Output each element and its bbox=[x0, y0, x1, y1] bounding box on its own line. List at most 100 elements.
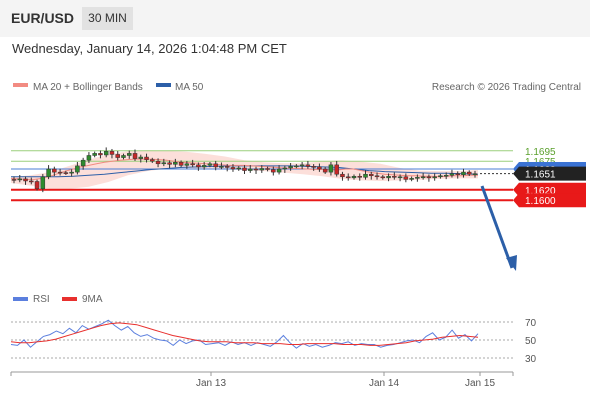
x-tick-label-2: Jan 15 bbox=[465, 378, 495, 389]
candle-body-37 bbox=[219, 166, 224, 168]
candle-body-62 bbox=[363, 173, 368, 178]
candle-body-18 bbox=[109, 151, 115, 155]
candle-body-6 bbox=[40, 176, 46, 190]
timeframe-button[interactable]: 30 MIN bbox=[82, 7, 133, 30]
level-tag-5 bbox=[513, 193, 586, 208]
rsi-legend-label: RSI bbox=[33, 294, 50, 305]
candle-body-4 bbox=[29, 180, 34, 183]
candle-body-75 bbox=[438, 175, 443, 178]
x-tick-label-1: Jan 14 bbox=[369, 378, 399, 389]
candle-body-45 bbox=[265, 168, 270, 170]
candle-body-38 bbox=[224, 166, 230, 168]
candle-body-77 bbox=[449, 173, 455, 176]
candle-body-19 bbox=[115, 154, 120, 158]
candle-body-80 bbox=[466, 171, 472, 175]
datetime-label: Wednesday, January 14, 2026 1:04:48 PM C… bbox=[12, 41, 287, 56]
candle-body-25 bbox=[150, 159, 155, 162]
candle-body-34 bbox=[201, 165, 207, 168]
symbol-label: EUR/USD bbox=[11, 10, 75, 26]
candle-body-10 bbox=[63, 172, 69, 174]
level-tag-3 bbox=[513, 166, 586, 181]
candle-body-71 bbox=[415, 177, 420, 179]
candle-body-11 bbox=[69, 171, 74, 174]
forecast-arrow-line bbox=[480, 185, 514, 269]
rsi-tick-50: 50 bbox=[525, 336, 537, 347]
candle-body-12 bbox=[75, 165, 80, 173]
candle-body-40 bbox=[236, 167, 241, 170]
candle-body-41 bbox=[242, 167, 247, 171]
candle-body-78 bbox=[455, 173, 460, 175]
candle-body-13 bbox=[80, 159, 86, 167]
ma9-legend-label: 9MA bbox=[82, 294, 103, 305]
candle-body-9 bbox=[57, 171, 63, 174]
candle-body-29 bbox=[173, 161, 178, 165]
candle-body-49 bbox=[288, 166, 293, 169]
credit-label: Research © 2026 Trading Central bbox=[432, 82, 581, 93]
rsi-tick-70: 70 bbox=[525, 318, 537, 329]
candle-body-2 bbox=[17, 178, 23, 181]
candle-body-68 bbox=[397, 176, 403, 179]
candle-body-53 bbox=[311, 166, 316, 168]
candle-body-42 bbox=[248, 168, 253, 171]
candle-body-26 bbox=[155, 160, 161, 165]
ma50-legend-label: MA 50 bbox=[175, 82, 204, 93]
candle-body-48 bbox=[282, 167, 288, 170]
candle-body-3 bbox=[23, 178, 28, 182]
candle-body-35 bbox=[207, 163, 213, 166]
candle-body-44 bbox=[259, 168, 265, 171]
candle-body-64 bbox=[374, 175, 380, 178]
candle-body-7 bbox=[46, 168, 51, 178]
candle-body-70 bbox=[409, 178, 414, 180]
candle-body-79 bbox=[461, 171, 466, 175]
level-label-0: 1.1695 bbox=[525, 147, 556, 158]
candle-body-58 bbox=[340, 173, 345, 178]
candle-body-61 bbox=[357, 176, 362, 178]
candle-body-67 bbox=[392, 176, 397, 178]
x-tick-label-0: Jan 13 bbox=[196, 378, 226, 389]
candle-body-47 bbox=[276, 168, 282, 173]
rsi-tick-30: 30 bbox=[525, 354, 537, 365]
rsi-panel: 70 50 30 bbox=[10, 318, 537, 365]
candle-body-39 bbox=[230, 167, 236, 170]
candle-body-24 bbox=[144, 156, 149, 160]
candle-body-73 bbox=[426, 176, 432, 179]
candle-body-20 bbox=[121, 155, 126, 158]
candle-body-46 bbox=[271, 169, 276, 173]
rsi-ma9-line bbox=[10, 322, 479, 346]
rsi-line bbox=[10, 319, 479, 349]
candle-body-51 bbox=[299, 164, 305, 167]
candle-body-72 bbox=[420, 176, 426, 179]
candle-body-66 bbox=[386, 176, 391, 179]
candle-body-21 bbox=[127, 153, 132, 156]
candle-body-36 bbox=[213, 163, 218, 168]
candle-body-69 bbox=[403, 176, 409, 180]
chart-header: EUR/USD 30 MIN bbox=[0, 0, 590, 37]
candle-body-76 bbox=[443, 174, 449, 177]
rsi-legend-swatch bbox=[13, 297, 28, 301]
level-label-3: 1.1651 bbox=[525, 170, 556, 181]
candle-body-55 bbox=[322, 168, 328, 173]
candle-body-23 bbox=[138, 156, 144, 159]
ma20-legend-label: MA 20 + Bollinger Bands bbox=[33, 82, 143, 93]
ma20-legend-swatch bbox=[13, 83, 28, 87]
candle-body-52 bbox=[305, 164, 311, 167]
candle-body-63 bbox=[369, 173, 374, 177]
candle-body-60 bbox=[351, 176, 357, 179]
candle-body-43 bbox=[253, 168, 259, 171]
candle-body-59 bbox=[345, 176, 351, 179]
candle-body-74 bbox=[432, 176, 437, 179]
ma9-legend-swatch bbox=[62, 297, 77, 301]
x-axis-ticks: Jan 13 Jan 14 Jan 15 bbox=[196, 372, 495, 389]
candle-body-16 bbox=[98, 153, 103, 156]
candle-body-14 bbox=[86, 155, 92, 161]
candle-body-17 bbox=[103, 151, 109, 156]
candle-body-31 bbox=[184, 163, 190, 166]
candle-body-28 bbox=[167, 162, 172, 165]
level-label-4: 1.1620 bbox=[525, 186, 556, 197]
candle-body-50 bbox=[294, 165, 299, 168]
candle-body-32 bbox=[190, 163, 195, 166]
candle-body-65 bbox=[380, 176, 386, 179]
candle-body-56 bbox=[328, 164, 334, 173]
ma50-legend-swatch bbox=[156, 83, 171, 87]
